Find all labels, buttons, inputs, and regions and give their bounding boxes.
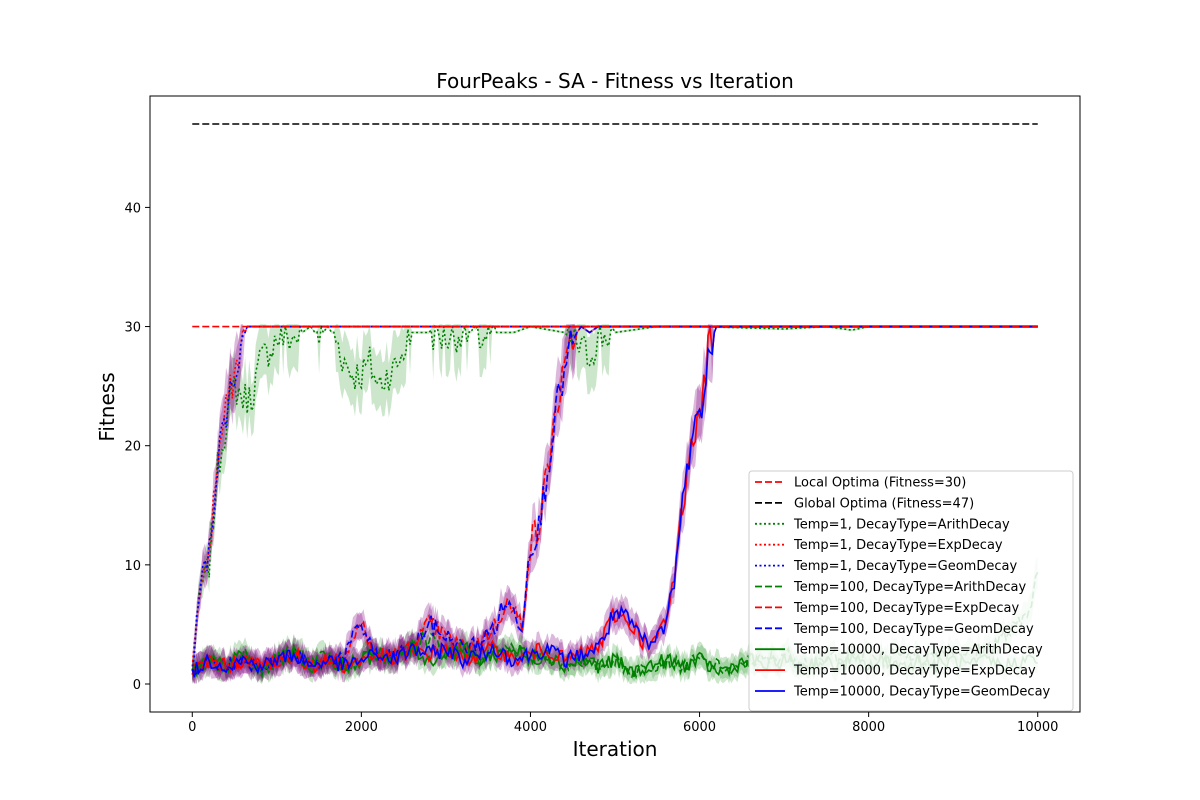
legend-label: Temp=10000, DecayType=GeomDecay: [793, 685, 1051, 700]
x-tick-label: 4000: [514, 720, 547, 735]
band-0: [192, 324, 1038, 682]
x-tick-label: 2000: [345, 720, 378, 735]
x-tick-label: 6000: [683, 720, 716, 735]
series-line-0: [191, 324, 1038, 671]
chart-title: FourPeaks - SA - Fitness vs Iteration: [436, 69, 794, 93]
x-axis-label: Iteration: [573, 737, 658, 761]
legend-label: Temp=100, DecayType=ArithDecay: [793, 580, 1026, 595]
y-tick-label: 10: [124, 559, 141, 574]
x-tick-label: 0: [188, 720, 196, 735]
y-tick-label: 0: [133, 678, 141, 693]
reference-lines: [192, 123, 1038, 328]
y-axis-label: Fitness: [95, 372, 119, 441]
legend-label: Local Optima (Fitness=30): [794, 476, 966, 491]
legend-label: Temp=100, DecayType=ExpDecay: [793, 601, 1019, 616]
legend-box: [748, 470, 1074, 712]
legend-label: Temp=100, DecayType=GeomDecay: [793, 622, 1034, 637]
y-tick-label: 40: [124, 201, 141, 216]
x-tick-label: 10000: [1017, 720, 1058, 735]
legend-label: Temp=1, DecayType=ArithDecay: [793, 517, 1010, 532]
legend-label: Temp=1, DecayType=ExpDecay: [793, 538, 1003, 553]
legend-label: Temp=10000, DecayType=ExpDecay: [793, 664, 1036, 679]
legend-label: Global Optima (Fitness=47): [794, 496, 974, 511]
y-axis-ticks: 0 10 20 30 40: [124, 201, 150, 693]
legend-label: Temp=10000, DecayType=ArithDecay: [793, 643, 1043, 658]
x-axis-ticks: 0 2000 4000 6000 8000 10000: [188, 712, 1058, 735]
plot-frame: [149, 95, 1081, 713]
legend-label: Temp=1, DecayType=GeomDecay: [793, 559, 1017, 574]
legend: Local Optima (Fitness=30) Global Optima (…: [748, 470, 1074, 712]
y-tick-label: 20: [124, 440, 141, 455]
x-tick-label: 8000: [852, 720, 885, 735]
y-tick-label: 30: [124, 321, 141, 336]
